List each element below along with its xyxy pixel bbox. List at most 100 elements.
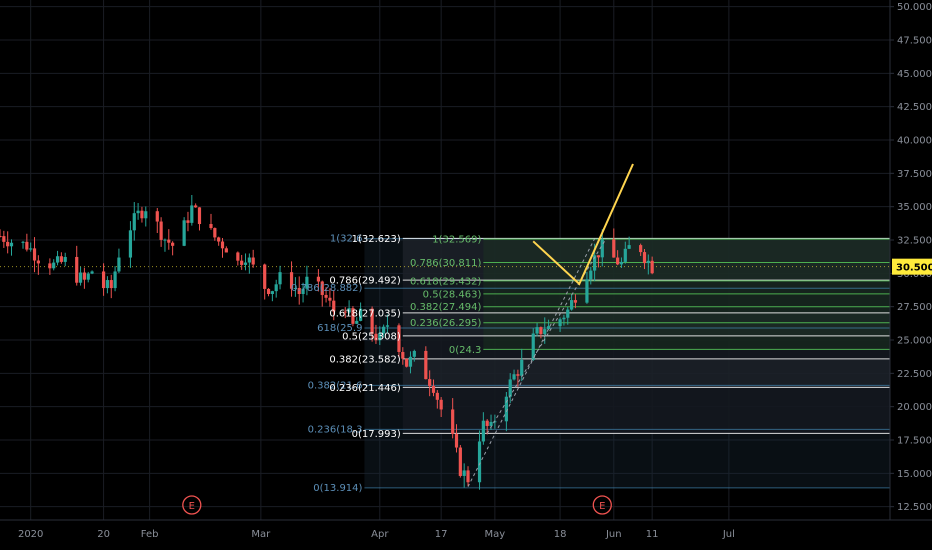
price-tick-label: 15.000 [897, 469, 932, 480]
candle-body [305, 276, 309, 289]
candle-body [408, 356, 413, 367]
price-tick-label: 40.000 [897, 136, 932, 147]
fib-up-level-label: 0.618(29.432) [410, 276, 482, 287]
candle-body [481, 420, 485, 442]
candle-body [639, 245, 643, 253]
fib-down-level-label: 0.236(21.446) [329, 383, 401, 394]
fib-trend-line [467, 238, 596, 487]
candle-body [627, 245, 631, 249]
candle-body [489, 421, 493, 426]
candle-body [650, 260, 654, 274]
price-tick-label: 12.500 [897, 502, 932, 513]
candle-body [531, 333, 535, 360]
candle-body [159, 221, 163, 240]
candle-body [113, 271, 117, 289]
candle-body [224, 248, 228, 253]
candle-body [32, 248, 37, 261]
candle-body [405, 358, 409, 367]
time-tick-label: 11 [646, 529, 659, 540]
candle-body [36, 260, 40, 264]
candle-body [343, 311, 347, 313]
candle-body [462, 470, 466, 476]
candle-body [454, 433, 459, 448]
candle-body [623, 248, 627, 262]
candle-body [186, 220, 190, 223]
fib-up-level-label: 0(24.3 [449, 345, 482, 356]
time-axis[interactable]: 2020 20 Feb Mar Apr 17 May 18 Jun 11 Jul [0, 519, 932, 540]
trend-lines [467, 238, 607, 487]
fib-down-zone [402, 358, 890, 388]
candle-body [593, 255, 597, 271]
fib-faded-level-label: 618(25.9 [317, 323, 362, 334]
fib-labels: 1(32.60.786(28.882)618(25.90.382(21.60.2… [291, 234, 481, 494]
price-tick-label: 42.500 [897, 102, 932, 113]
candle-body [263, 264, 267, 289]
candle-body [316, 276, 321, 282]
candle-body [562, 317, 566, 320]
candle-body [546, 326, 551, 330]
candle-body [458, 447, 462, 476]
candle-body [439, 399, 443, 410]
candle-body [355, 320, 359, 324]
candle-body [435, 392, 439, 400]
price-tick-label: 22.500 [897, 369, 932, 380]
candle-body [569, 300, 574, 310]
candle-body [378, 333, 382, 341]
fib-up-level-label: 0.5(28.463) [423, 289, 482, 300]
price-tick-label: 32.500 [897, 236, 932, 247]
candle-body [431, 385, 436, 393]
fib-trend-line [486, 238, 607, 434]
fib-down-zone [402, 387, 890, 434]
candle-body [217, 237, 221, 242]
candle-body [401, 351, 405, 359]
candle-body [243, 262, 248, 265]
candle-body [600, 239, 604, 258]
price-tick-label: 35.000 [897, 202, 932, 213]
candle-body [520, 359, 524, 376]
candle-body [270, 291, 274, 295]
fib-faded-level-label: 0.236(18.3 [308, 424, 363, 435]
candle-body [589, 270, 593, 280]
time-tick-label: 20 [97, 529, 110, 540]
candle-body [616, 257, 620, 265]
candle-body [144, 211, 148, 219]
candle-body [75, 256, 79, 283]
candle-body [167, 239, 171, 243]
candle-body [209, 224, 213, 229]
candle-body [55, 256, 60, 263]
price-axis[interactable]: 12.500 15.000 17.500 20.000 22.500 25.000 27.5… [889, 0, 932, 520]
fib-up-level-label: 1(32.569) [432, 235, 481, 246]
candle-body [29, 248, 33, 250]
fib-down-zone [402, 238, 890, 281]
time-tick-label: Feb [141, 529, 159, 540]
candle-body [251, 257, 255, 265]
candle-body [278, 272, 282, 285]
fib-down-level-label: 0(17.993) [352, 429, 401, 440]
candle-body [297, 288, 301, 294]
earnings-marker-label: E [189, 501, 195, 512]
candle-body [21, 241, 25, 243]
price-tick-label: 47.500 [897, 36, 932, 47]
candle-body [566, 309, 570, 318]
price-tick-label: 20.000 [897, 402, 932, 413]
candle-body [63, 256, 67, 262]
candle-body [324, 294, 328, 298]
candle-body [301, 288, 305, 294]
candle-body [78, 272, 83, 283]
fib-down-zone [402, 280, 890, 313]
fib-faded-level-label: 0.382(21.6 [308, 380, 363, 391]
fib-down-zone [402, 312, 890, 336]
candle-body [9, 242, 14, 247]
candle-body [332, 300, 336, 312]
candle-body [190, 205, 194, 223]
price-candles [0, 194, 654, 490]
time-tick-label: Apr [371, 529, 389, 540]
fib-faded-level-label: 1(32.6 [330, 234, 363, 245]
candle-body [155, 211, 159, 222]
fib-down-level-label: 0.618(27.035) [329, 308, 401, 319]
candle-body [504, 396, 508, 422]
candle-body [535, 327, 539, 334]
candle-body [466, 470, 470, 483]
